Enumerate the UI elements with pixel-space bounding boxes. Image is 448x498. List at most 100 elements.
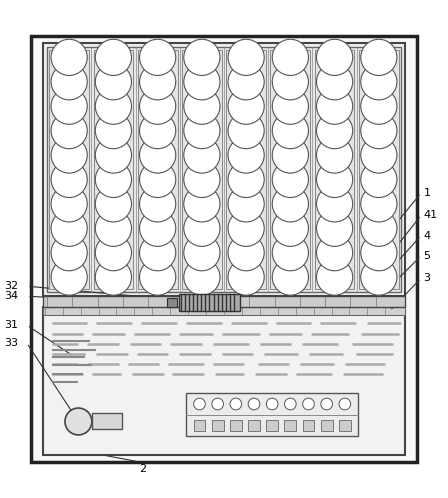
Circle shape xyxy=(95,113,132,149)
Bar xyxy=(321,420,332,431)
Bar xyxy=(43,43,405,296)
Circle shape xyxy=(140,186,176,222)
Bar xyxy=(43,296,405,307)
Circle shape xyxy=(184,210,220,247)
Circle shape xyxy=(51,137,87,173)
Circle shape xyxy=(184,161,220,198)
Bar xyxy=(230,420,242,431)
Circle shape xyxy=(266,398,278,410)
Circle shape xyxy=(316,64,353,100)
Circle shape xyxy=(272,113,309,149)
Bar xyxy=(266,420,278,431)
Bar xyxy=(167,298,177,307)
Circle shape xyxy=(228,235,264,271)
Circle shape xyxy=(51,161,87,198)
Circle shape xyxy=(361,235,397,271)
Bar xyxy=(284,420,296,431)
Circle shape xyxy=(140,210,176,247)
Bar xyxy=(94,50,134,289)
Circle shape xyxy=(51,210,87,247)
Text: 31: 31 xyxy=(4,320,18,330)
Circle shape xyxy=(51,113,87,149)
Circle shape xyxy=(184,88,220,124)
Circle shape xyxy=(95,64,132,100)
Circle shape xyxy=(272,137,309,173)
Text: 33: 33 xyxy=(4,338,18,348)
Bar xyxy=(43,307,405,455)
Circle shape xyxy=(184,137,220,173)
Circle shape xyxy=(321,398,332,410)
Circle shape xyxy=(272,259,309,295)
Circle shape xyxy=(316,235,353,271)
Circle shape xyxy=(361,39,397,76)
Circle shape xyxy=(316,161,353,198)
Circle shape xyxy=(272,210,309,247)
Circle shape xyxy=(140,39,176,76)
Circle shape xyxy=(51,88,87,124)
Circle shape xyxy=(140,88,176,124)
Circle shape xyxy=(228,137,264,173)
Circle shape xyxy=(361,64,397,100)
Bar xyxy=(43,307,405,315)
Circle shape xyxy=(361,210,397,247)
Text: 4: 4 xyxy=(423,231,431,241)
Bar xyxy=(186,393,358,436)
Circle shape xyxy=(95,88,132,124)
Bar xyxy=(138,50,177,289)
Circle shape xyxy=(95,39,132,76)
Circle shape xyxy=(228,161,264,198)
Bar xyxy=(359,50,399,289)
Circle shape xyxy=(316,137,353,173)
Circle shape xyxy=(303,398,314,410)
Circle shape xyxy=(272,64,309,100)
Circle shape xyxy=(316,210,353,247)
Circle shape xyxy=(140,259,176,295)
Bar xyxy=(314,50,354,289)
Bar xyxy=(179,294,240,311)
Circle shape xyxy=(140,137,176,173)
Circle shape xyxy=(316,113,353,149)
Circle shape xyxy=(228,186,264,222)
Bar xyxy=(47,47,401,291)
Circle shape xyxy=(95,235,132,271)
Circle shape xyxy=(228,64,264,100)
Bar xyxy=(212,420,224,431)
Circle shape xyxy=(284,398,296,410)
Circle shape xyxy=(361,113,397,149)
Circle shape xyxy=(95,210,132,247)
Circle shape xyxy=(51,259,87,295)
Circle shape xyxy=(272,186,309,222)
Circle shape xyxy=(361,88,397,124)
Circle shape xyxy=(361,161,397,198)
Circle shape xyxy=(140,161,176,198)
Circle shape xyxy=(65,408,92,435)
Circle shape xyxy=(316,186,353,222)
Circle shape xyxy=(361,137,397,173)
Text: 3: 3 xyxy=(423,273,431,283)
Bar xyxy=(339,420,351,431)
Circle shape xyxy=(272,161,309,198)
Circle shape xyxy=(228,88,264,124)
Bar xyxy=(31,36,417,462)
Circle shape xyxy=(51,235,87,271)
Circle shape xyxy=(316,88,353,124)
Circle shape xyxy=(140,64,176,100)
Text: 34: 34 xyxy=(4,291,19,301)
Circle shape xyxy=(339,398,351,410)
Circle shape xyxy=(230,398,241,410)
Bar xyxy=(226,50,266,289)
Circle shape xyxy=(184,113,220,149)
Circle shape xyxy=(184,39,220,76)
Bar xyxy=(248,420,260,431)
Circle shape xyxy=(228,113,264,149)
Text: 41: 41 xyxy=(423,210,438,221)
Text: 1: 1 xyxy=(423,188,431,198)
Circle shape xyxy=(316,39,353,76)
Circle shape xyxy=(194,398,205,410)
Circle shape xyxy=(184,186,220,222)
Circle shape xyxy=(272,235,309,271)
Circle shape xyxy=(228,210,264,247)
Text: 2: 2 xyxy=(139,464,146,474)
Circle shape xyxy=(361,186,397,222)
Circle shape xyxy=(272,88,309,124)
